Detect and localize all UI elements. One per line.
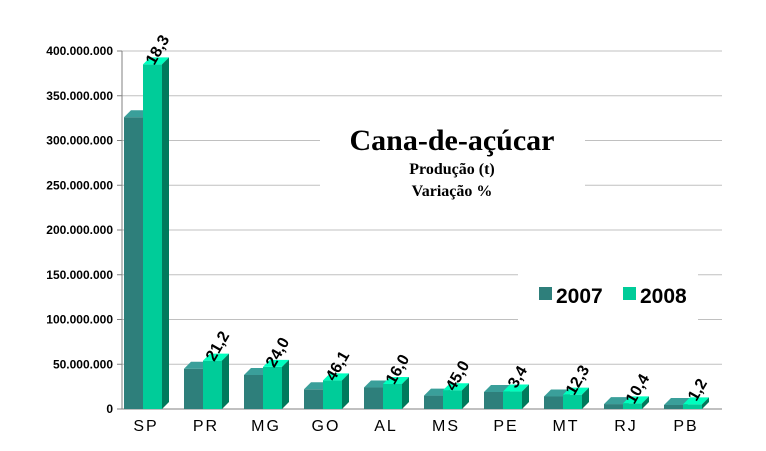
bar-front <box>244 374 263 409</box>
x-tick-label-PR: PR <box>193 418 219 435</box>
x-tick-label-SP: SP <box>133 418 158 435</box>
x-tick-label-PE: PE <box>493 418 518 435</box>
bar-top <box>143 57 169 65</box>
title-box <box>320 115 585 210</box>
bar-front <box>203 360 222 409</box>
y-tick-label: 200.000.000 <box>46 223 113 237</box>
y-tick-label: 0 <box>106 402 113 416</box>
chart-subtitle-production: Produção (t) <box>409 161 494 178</box>
bar-front <box>484 391 503 409</box>
x-tick-label-AL: AL <box>374 418 398 435</box>
legend-label-2008: 2008 <box>640 285 687 308</box>
bar-front <box>364 387 383 409</box>
bar-PR-2008 <box>203 353 229 409</box>
variation-labels: 18,321,2 24,0 46,1 16,0 45,0 3,4 12,3 10,4 1,2 <box>143 32 711 406</box>
bar-PE-2008 <box>503 384 529 409</box>
x-tick-label-RJ: RJ <box>614 418 638 435</box>
legend-swatch-2008 <box>623 287 636 300</box>
bar-top <box>443 383 469 391</box>
bar-side <box>522 384 529 409</box>
bar-front <box>424 395 443 409</box>
bar-side <box>702 397 709 409</box>
bar-front <box>503 391 522 409</box>
bar-top <box>664 397 690 405</box>
y-tick-label: 150.000.000 <box>46 268 113 282</box>
bar-top <box>683 397 709 405</box>
x-tick-label-MT: MT <box>552 418 579 435</box>
bar-top <box>203 353 229 361</box>
bar-front <box>443 390 462 409</box>
bar-top <box>623 396 649 404</box>
bar-AL-2008 <box>383 376 409 409</box>
y-tick-label: 400.000.000 <box>46 44 113 58</box>
x-tick-label-MG: MG <box>251 418 281 435</box>
bar-side <box>582 387 589 409</box>
bar-side <box>222 353 229 409</box>
bar-front <box>184 368 203 409</box>
x-tick-label-MS: MS <box>432 418 460 435</box>
bar-MS-2008 <box>443 383 469 409</box>
legend-swatch-2007 <box>539 287 552 300</box>
bar-front <box>383 383 402 409</box>
bar-front <box>304 389 323 409</box>
legend: 2007 2008 <box>518 270 698 325</box>
bar-front <box>263 366 282 409</box>
chart-title: Cana-de-açúcar <box>350 124 555 157</box>
y-tick-label: 50.000.000 <box>53 357 113 371</box>
y-axis-ticks: 0 50.000.000 100.000.000 150.000.000 200.000… <box>46 44 113 416</box>
x-axis-ticks: SP PR MG GO AL MS PE MT RJ PB <box>133 418 698 435</box>
bar-top <box>484 384 510 392</box>
bar-side <box>462 383 469 409</box>
bar-top <box>503 384 529 392</box>
bar-side <box>342 373 349 409</box>
bar-front <box>544 396 563 409</box>
y-tick-label: 100.000.000 <box>46 313 113 327</box>
bar-front <box>604 404 623 409</box>
bar-top <box>563 387 589 395</box>
bar-front <box>143 64 162 410</box>
bar-MG-2008 <box>263 359 289 409</box>
bar-front <box>683 404 702 409</box>
bar-front <box>124 117 143 409</box>
bar-GO-2008 <box>323 373 349 409</box>
bar-side <box>642 396 649 409</box>
bar-side <box>402 376 409 409</box>
bar-top <box>323 373 349 381</box>
y-tick-label: 300.000.000 <box>46 134 113 148</box>
y-tick-label: 250.000.000 <box>46 178 113 192</box>
bar-top <box>383 376 409 384</box>
bar-front <box>664 404 683 409</box>
bar-SP-2008 <box>143 57 169 410</box>
bar-top <box>263 359 289 367</box>
bar-front <box>323 380 342 409</box>
bar-side <box>162 57 169 410</box>
legend-label-2007: 2007 <box>556 285 603 308</box>
bar-side <box>282 359 289 409</box>
bar-MT-2008 <box>563 387 589 409</box>
bar-RJ-2008 <box>623 396 649 409</box>
chart-subtitle-variation: Variação % <box>412 183 493 200</box>
y-tick-label: 350.000.000 <box>46 89 113 103</box>
bar-top <box>604 397 630 405</box>
bars <box>124 57 709 410</box>
bar-front <box>563 394 582 409</box>
x-tick-label-GO: GO <box>312 418 341 435</box>
bar-front <box>623 403 642 409</box>
x-tick-label-PB: PB <box>673 418 698 435</box>
bar-PB-2008 <box>683 397 709 409</box>
